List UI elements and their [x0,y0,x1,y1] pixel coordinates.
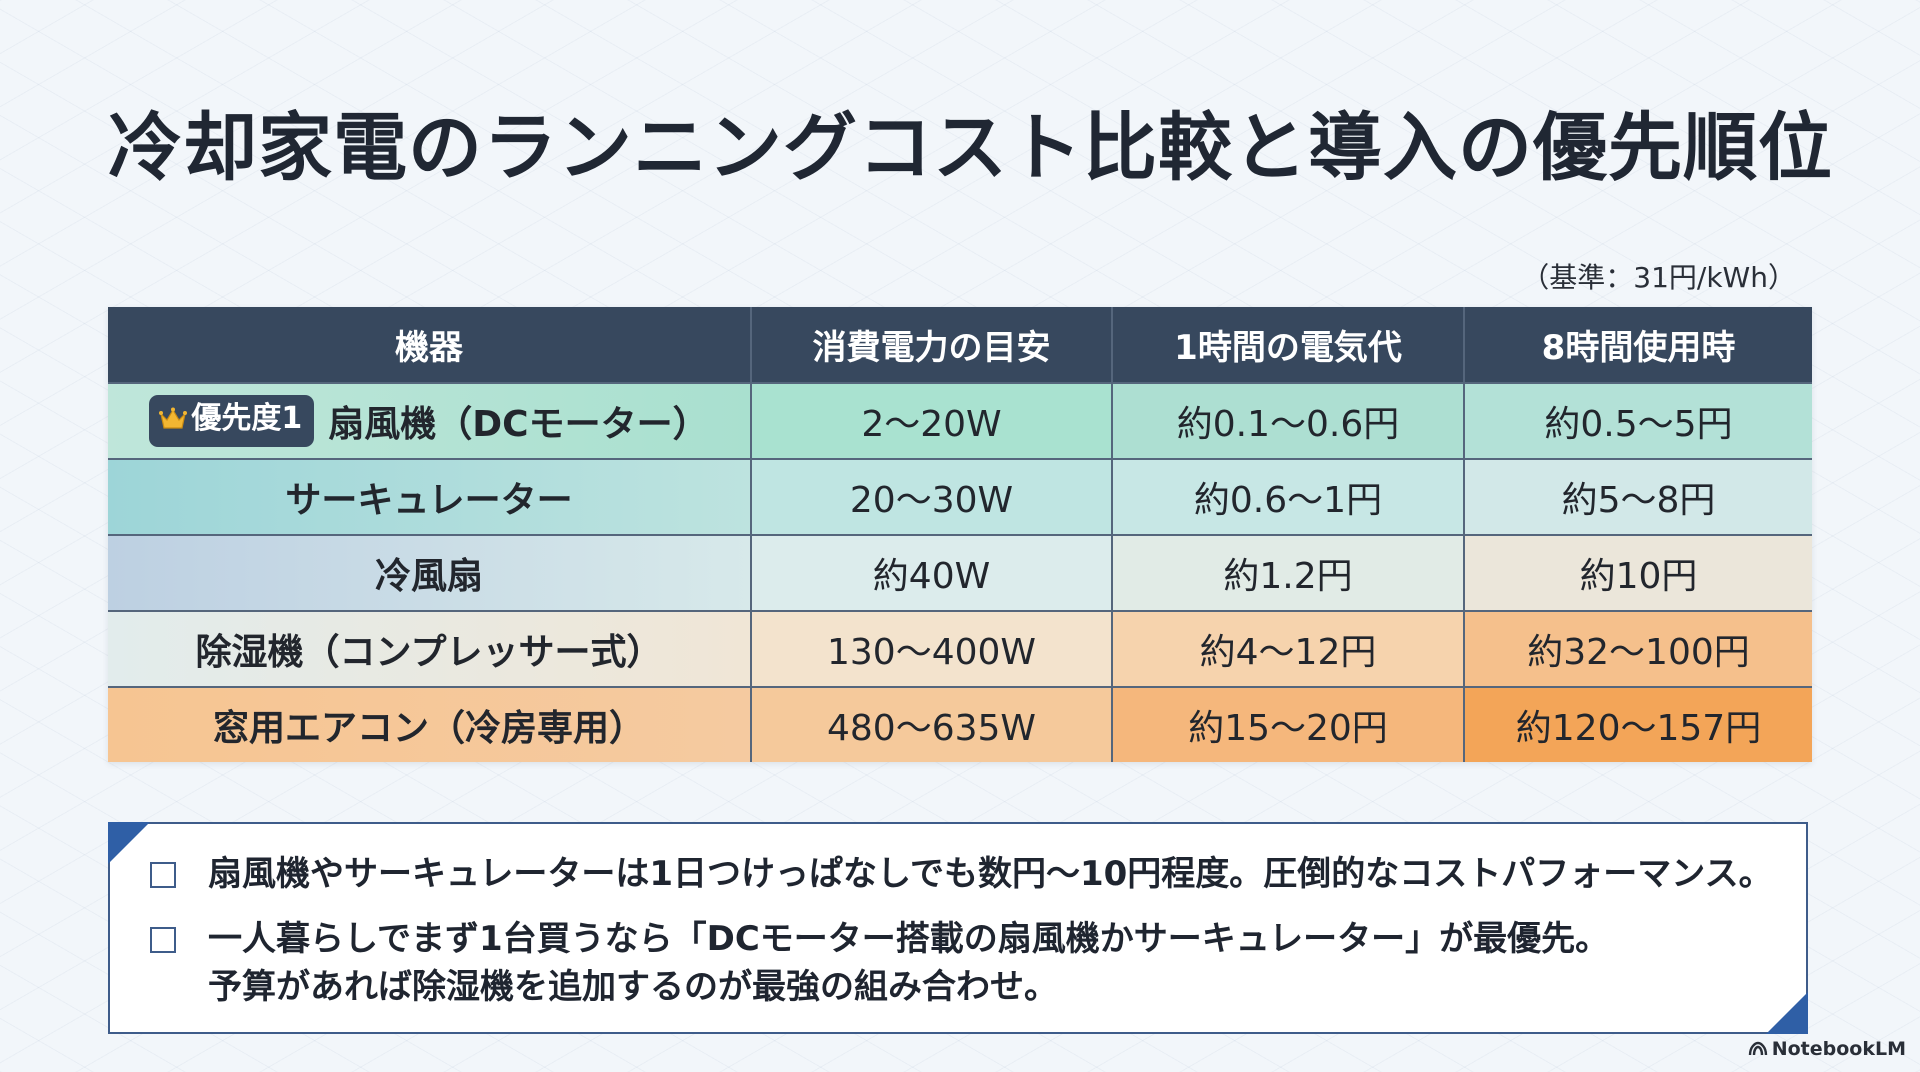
hourly-cost-cell: 約15～20円 [1112,686,1465,762]
column-header-device: 機器 [108,307,752,383]
power-cell: 2～20W [751,382,1113,459]
checkbox-icon [150,927,176,953]
eight-hour-cost-cell: 約0.5～5円 [1464,382,1812,459]
priority-badge: 優先度1 [149,395,315,447]
hourly-cost-cell: 約0.6～1円 [1112,458,1465,535]
eight-hour-cost-cell: 約32～100円 [1464,610,1812,687]
corner-accent [1766,992,1808,1034]
brand-label: NotebookLM [1771,1038,1906,1060]
page-title: 冷却家電のランニングコスト比較と導入の優先順位 [108,105,1833,191]
notebooklm-logo-icon [1748,1040,1768,1062]
device-cell: 優先度1 扇風機（DCモーター） [108,382,752,459]
table-row: 冷風扇 約40W 約1.2円 約10円 [108,534,1812,611]
device-name: 冷風扇 [108,534,752,611]
hourly-cost-cell: 約1.2円 [1112,534,1465,611]
column-header-hourly-cost: 1時間の電気代 [1112,307,1465,383]
power-cell: 約40W [751,534,1113,611]
corner-accent [108,822,150,864]
hourly-cost-cell: 約4～12円 [1112,610,1465,687]
eight-hour-cost-cell: 約120～157円 [1464,686,1812,762]
brand-watermark: NotebookLM [1748,1038,1906,1062]
eight-hour-cost-cell: 約5～8円 [1464,458,1812,535]
running-cost-table: 機器 消費電力の目安 1時間の電気代 8時間使用時 優先度1 扇風機（DCモーター… [108,307,1812,762]
note-item: 一人暮らしでまず1台買うなら「DCモーター搭載の扇風機かサーキュレーター」が最優… [150,915,1609,1011]
column-header-power: 消費電力の目安 [751,307,1113,383]
hourly-cost-cell: 約0.1～0.6円 [1112,382,1465,459]
device-name: 扇風機（DCモーター） [328,404,709,445]
price-basis-note: （基準：31円/kWh） [1521,261,1796,294]
power-cell: 20～30W [751,458,1113,535]
priority-badge-label: 優先度1 [191,401,303,437]
device-name: 窓用エアコン（冷房専用） [108,686,752,762]
table-row: 除湿機（コンプレッサー式） 130～400W 約4～12円 約32～100円 [108,610,1812,687]
table-row: サーキュレーター 20～30W 約0.6～1円 約5～8円 [108,458,1812,535]
note-item: 扇風機やサーキュレーターは1日つけっぱなしでも数円～10円程度。圧倒的なコストパ… [150,850,1773,898]
device-name: 除湿機（コンプレッサー式） [108,610,752,687]
device-name: サーキュレーター [108,458,752,535]
power-cell: 480～635W [751,686,1113,762]
note-text: 扇風機やサーキュレーターは1日つけっぱなしでも数円～10円程度。圧倒的なコストパ… [208,854,1773,894]
table-header-row: 機器 消費電力の目安 1時間の電気代 8時間使用時 [108,307,1812,383]
checkbox-icon [150,862,176,888]
table-row: 優先度1 扇風機（DCモーター） 2～20W 約0.1～0.6円 約0.5～5円 [108,382,1812,459]
notes-box: 扇風機やサーキュレーターは1日つけっぱなしでも数円～10円程度。圧倒的なコストパ… [108,822,1808,1034]
note-text: 一人暮らしでまず1台買うなら「DCモーター搭載の扇風機かサーキュレーター」が最優… [208,919,1610,1007]
column-header-eight-hour-cost: 8時間使用時 [1464,307,1812,383]
table-row: 窓用エアコン（冷房専用） 480～635W 約15～20円 約120～157円 [108,686,1812,762]
crown-icon [159,405,188,440]
eight-hour-cost-cell: 約10円 [1464,534,1812,611]
power-cell: 130～400W [751,610,1113,687]
